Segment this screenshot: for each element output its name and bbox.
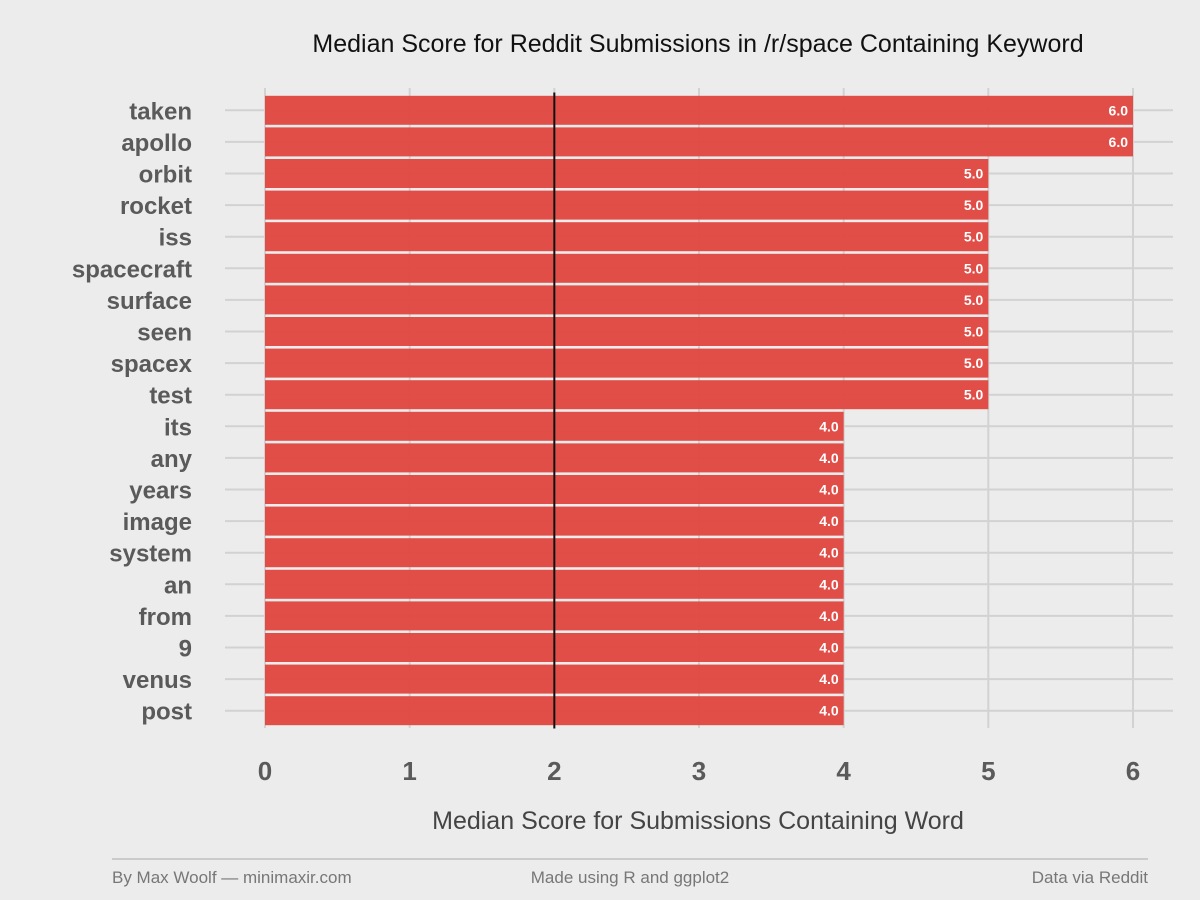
x-tick-label: 0	[258, 756, 272, 786]
bar-value-label: 4.0	[819, 671, 839, 687]
bar	[265, 127, 1133, 157]
category-label: orbit	[139, 162, 192, 189]
bar	[265, 253, 989, 283]
bar	[265, 159, 989, 188]
category-label: its	[164, 414, 192, 441]
x-axis-title: Median Score for Submissions Containing …	[432, 807, 964, 835]
bar-value-label: 6.0	[1109, 102, 1129, 118]
bars-layer	[265, 95, 1133, 726]
bar	[265, 222, 989, 252]
bar	[265, 285, 989, 315]
bar	[265, 95, 1133, 125]
category-label: any	[151, 446, 193, 473]
x-tick-label: 3	[692, 756, 706, 786]
bar-value-label: 4.0	[819, 545, 839, 561]
bar	[265, 190, 989, 220]
category-label: rocket	[120, 193, 192, 220]
bar-value-label: 4.0	[819, 513, 839, 529]
x-tick-label: 1	[402, 756, 416, 786]
bar	[265, 317, 989, 346]
category-label: surface	[107, 288, 192, 315]
category-label: 9	[179, 636, 192, 663]
category-label: venus	[123, 667, 192, 694]
footer-author: By Max Woolf — minimaxir.com	[112, 868, 352, 887]
bar-value-label: 4.0	[819, 576, 839, 592]
category-label: spacecraft	[72, 256, 192, 283]
bar-labels-layer: 6.0 6.0 5.0 5.0 5.0 5.0 5.0 5.0 5.0 5.0 4.0 4.0 4.0 4…	[819, 102, 1128, 718]
category-labels-layer: taken apollo orbit rocket iss spacecraft surfa…	[72, 98, 193, 725]
category-label: apollo	[121, 130, 192, 157]
bar-value-label: 5.0	[964, 324, 984, 340]
category-label: image	[123, 509, 192, 536]
chart-title: Median Score for Reddit Submissions in /…	[312, 30, 1083, 58]
bar	[265, 348, 989, 378]
bar-value-label: 5.0	[964, 355, 984, 371]
x-tick-label: 6	[1126, 756, 1140, 786]
bar-value-label: 4.0	[819, 608, 839, 624]
bar-value-label: 5.0	[964, 260, 984, 276]
bar-value-label: 5.0	[964, 387, 984, 403]
bar-value-label: 4.0	[819, 703, 839, 719]
bar-value-label: 6.0	[1109, 134, 1129, 150]
x-tick-label: 2	[547, 756, 561, 786]
category-label: system	[109, 541, 192, 568]
category-label: post	[141, 699, 192, 726]
category-label: test	[149, 383, 192, 410]
category-label: iss	[159, 225, 192, 252]
x-tick-label: 4	[836, 756, 851, 786]
x-tick-labels-layer: 0 1 2 3 4 5 6	[258, 756, 1140, 786]
footer-source: Data via Reddit	[1032, 868, 1149, 887]
category-label: an	[164, 572, 192, 599]
category-label: years	[129, 478, 192, 505]
bar-value-label: 5.0	[964, 292, 984, 308]
bar-value-label: 5.0	[964, 197, 984, 213]
category-label: taken	[129, 98, 192, 125]
bar-value-label: 5.0	[964, 166, 984, 182]
bar	[265, 380, 989, 410]
category-label: from	[139, 604, 192, 631]
footer-tools: Made using R and ggplot2	[531, 868, 729, 887]
x-tick-label: 5	[981, 756, 995, 786]
bar-value-label: 5.0	[964, 229, 984, 245]
category-label: spacex	[111, 351, 193, 378]
category-label: seen	[137, 320, 192, 347]
bar-value-label: 4.0	[819, 640, 839, 656]
bar-value-label: 4.0	[819, 450, 839, 466]
bar-value-label: 4.0	[819, 418, 839, 434]
bar-value-label: 4.0	[819, 482, 839, 498]
